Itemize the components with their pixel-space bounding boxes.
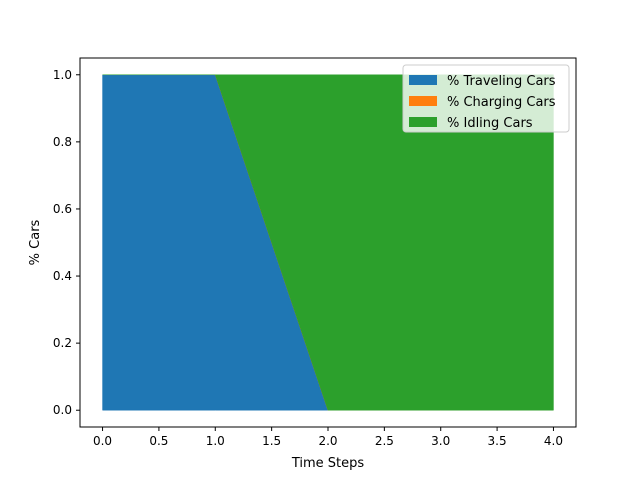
y-axis-label: % Cars (28, 219, 43, 265)
x-axis-ticks: 0.0 0.5 1.0 1.5 2.0 2.5 3.0 3.5 4.0 (93, 427, 563, 448)
y-axis-ticks: 0.0 0.2 0.4 0.6 0.8 1.0 (53, 68, 80, 417)
x-tick-label: 3.5 (488, 434, 507, 448)
legend-swatch (409, 75, 437, 85)
y-tick-label: 0.0 (53, 403, 72, 417)
x-tick-label: 0.0 (93, 434, 112, 448)
x-tick-label: 0.5 (149, 434, 168, 448)
legend-label: % Idling Cars (447, 116, 533, 131)
y-tick-label: 0.6 (53, 202, 72, 216)
y-tick-label: 0.8 (53, 135, 72, 149)
area-series-group (102, 74, 554, 411)
legend-label: % Traveling Cars (447, 74, 556, 89)
x-tick-label: 3.0 (431, 434, 450, 448)
legend: % Traveling Cars % Charging Cars % Idling … (402, 64, 570, 133)
legend-box (402, 64, 570, 133)
legend-swatch (409, 117, 437, 127)
x-tick-label: 1.5 (262, 434, 281, 448)
area-series-3 (102, 74, 554, 411)
legend-swatch (409, 96, 437, 106)
x-axis-label: Time Steps (291, 456, 365, 471)
x-tick-label: 2.0 (318, 434, 337, 448)
y-tick-label: 0.4 (53, 269, 72, 283)
x-tick-label: 4.0 (544, 434, 563, 448)
y-tick-label: 0.2 (53, 336, 72, 350)
y-tick-label: 1.0 (53, 68, 72, 82)
legend-label: % Charging Cars (447, 95, 556, 110)
x-tick-label: 1.0 (206, 434, 225, 448)
x-tick-label: 2.5 (375, 434, 394, 448)
